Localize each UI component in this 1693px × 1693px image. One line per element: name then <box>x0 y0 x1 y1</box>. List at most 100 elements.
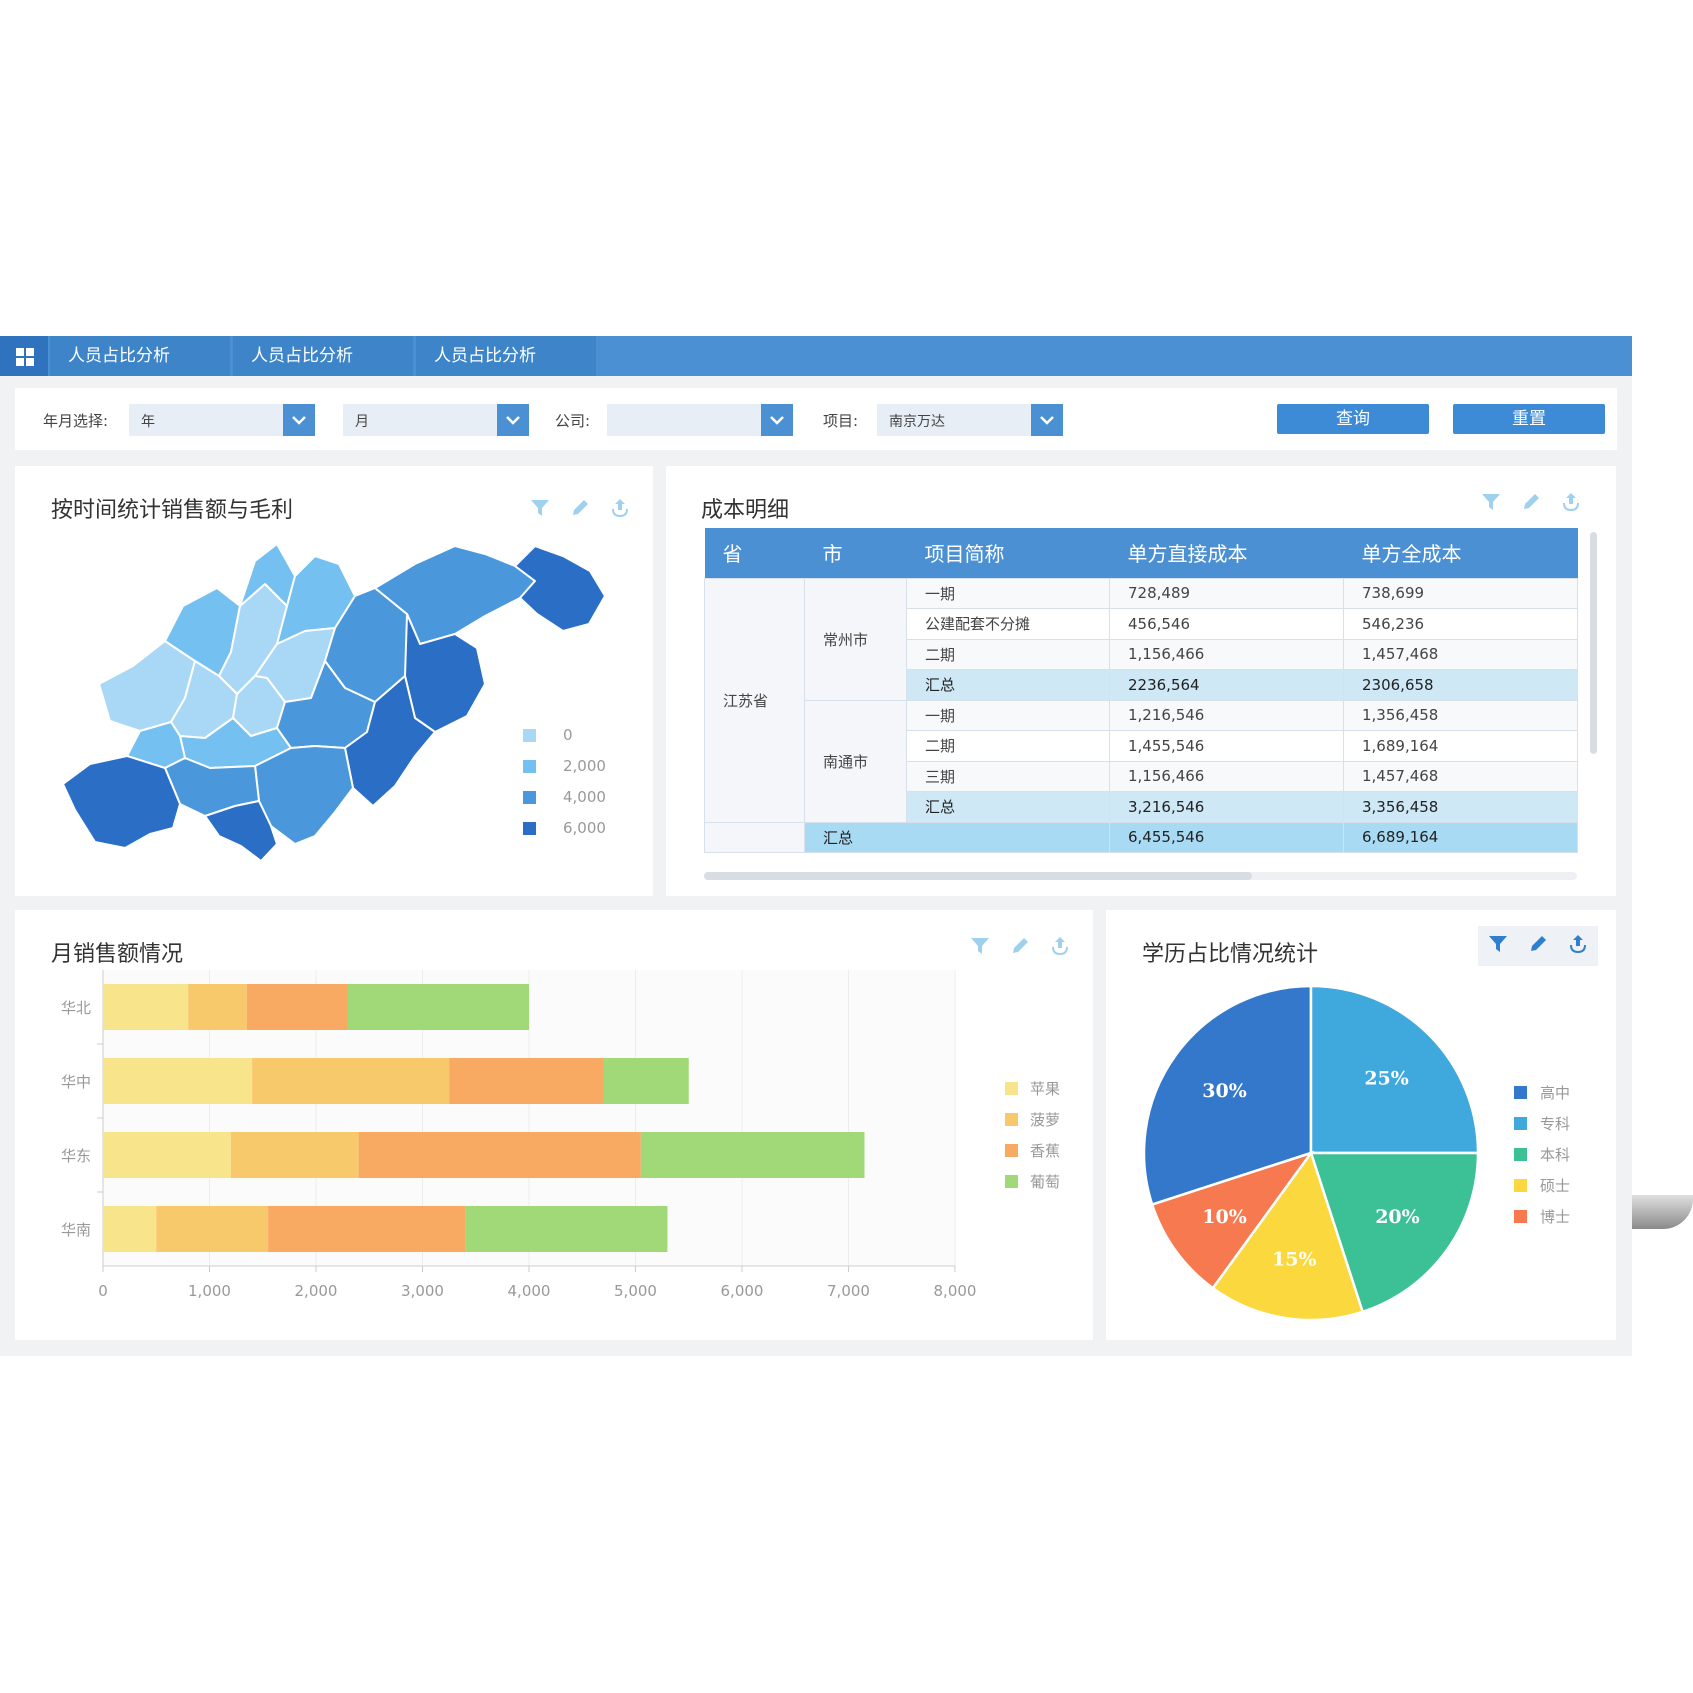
education-panel-title: 学历占比情况统计 <box>1142 942 1319 967</box>
full-cost-cell: 1,457,468 <box>1343 638 1578 670</box>
filter-icon[interactable] <box>1471 486 1511 522</box>
full-cost-cell: 1,356,458 <box>1343 699 1578 731</box>
column-header[interactable]: 单方直接成本 <box>1109 528 1344 578</box>
bar-segment <box>640 1132 865 1178</box>
legend-label: 葡萄 <box>1030 1173 1060 1191</box>
legend-swatch <box>1005 1082 1018 1095</box>
table-row[interactable]: 二期 1,156,466 1,457,468 <box>705 638 1578 670</box>
pie-slice <box>1142 984 1313 1207</box>
total-label-cell: 汇总 <box>804 821 1110 853</box>
bar-segment <box>103 984 189 1030</box>
legend-label: 菠萝 <box>1030 1111 1060 1129</box>
direct-cost-cell: 6,455,546 <box>1109 821 1344 853</box>
full-cost-cell: 2306,658 <box>1343 669 1578 701</box>
map-region <box>62 755 181 849</box>
edit-icon[interactable] <box>1511 486 1551 522</box>
legend-label: 香蕉 <box>1030 1142 1060 1160</box>
table-row[interactable]: 江苏省 常州市 一期 728,489 738,699 <box>704 577 1578 823</box>
reset-button[interactable]: 重置 <box>1453 404 1605 434</box>
chevron-down-icon[interactable] <box>283 404 315 436</box>
bar-segment <box>252 1058 450 1104</box>
column-header[interactable]: 项目简称 <box>906 528 1110 578</box>
legend-swatch <box>1005 1144 1018 1157</box>
sales-panel-toolbar <box>960 930 1080 962</box>
chevron-down-icon[interactable] <box>761 404 793 436</box>
bar-segment <box>449 1058 604 1104</box>
direct-cost-cell: 2236,564 <box>1109 669 1344 701</box>
pie-slice <box>1211 1150 1365 1322</box>
table-row[interactable]: 公建配套不分摊 456,546 546,236 <box>705 608 1578 640</box>
column-header[interactable]: 市 <box>804 528 907 578</box>
company-label: 公司: <box>555 412 591 430</box>
item-cell: 汇总 <box>906 791 1110 823</box>
edit-icon[interactable] <box>1518 928 1558 964</box>
map-region <box>514 545 606 632</box>
year-select-value: 年 <box>141 414 155 430</box>
full-cost-cell: 6,689,164 <box>1343 821 1578 853</box>
x-tick-label: 3,000 <box>401 1282 444 1300</box>
column-header[interactable]: 省 <box>704 528 805 578</box>
export-icon[interactable] <box>600 492 640 528</box>
legend-swatch <box>523 822 536 835</box>
education-panel: 学历占比情况统计 30% 25% 20% 15% 10% 高中 专科 本科 硕士 博士 <box>1106 910 1616 1340</box>
x-tick-label: 0 <box>98 1282 108 1300</box>
legend-swatch <box>1514 1148 1527 1161</box>
cost-detail-panel: 成本明细 省 市 项目简称 单方直接成本 单方全成本 江苏省 常州市 <box>666 466 1616 896</box>
edit-icon[interactable] <box>560 492 600 528</box>
table-row[interactable]: 三期 1,156,466 1,457,468 <box>705 760 1578 792</box>
map-region <box>204 800 278 862</box>
slice-label: 15% <box>1272 1249 1317 1271</box>
month-select-value: 月 <box>355 414 369 430</box>
column-header[interactable]: 单方全成本 <box>1343 528 1578 578</box>
tab-2[interactable]: 人员占比分析 <box>233 336 413 376</box>
map-panel: 按时间统计销售额与毛利 <box>15 466 653 896</box>
filter-icon[interactable] <box>520 492 560 528</box>
query-button[interactable]: 查询 <box>1277 404 1429 434</box>
bar-segment <box>358 1132 641 1178</box>
bar-segment <box>268 1206 466 1252</box>
legend-label: 苹果 <box>1030 1080 1060 1098</box>
apps-grid-icon[interactable] <box>0 336 48 376</box>
chevron-down-icon[interactable] <box>497 404 529 436</box>
item-cell: 一期 <box>906 577 1110 609</box>
month-select[interactable]: 月 <box>343 404 529 436</box>
export-icon[interactable] <box>1040 930 1080 966</box>
monthly-sales-panel: 月销售额情况 0 1,000 2,000 3,000 4,000 5,000 6,000 7,… <box>15 910 1093 1340</box>
tab-bar: 人员占比分析 人员占比分析 人员占比分析 <box>0 336 1632 376</box>
slice-label: 10% <box>1202 1206 1247 1228</box>
filter-icon[interactable] <box>960 930 1000 966</box>
subtotal-row[interactable]: 汇总 3,216,546 3,356,458 <box>705 791 1578 823</box>
legend-label: 高中 <box>1540 1084 1570 1102</box>
table-row[interactable]: 南通市 一期 1,216,546 1,356,458 <box>705 699 1578 823</box>
province-cell: 江苏省 <box>704 577 805 823</box>
bar-segment <box>465 1206 668 1252</box>
x-tick-label: 4,000 <box>508 1282 551 1300</box>
year-select[interactable]: 年 <box>129 404 315 436</box>
x-tick-label: 7,000 <box>827 1282 870 1300</box>
category-label: 华东 <box>61 1147 91 1165</box>
edit-icon[interactable] <box>1000 930 1040 966</box>
grand-total-row[interactable]: 汇总 6,455,546 6,689,164 <box>704 821 1578 853</box>
project-select[interactable]: 南京万达 <box>877 404 1063 436</box>
x-tick-label: 5,000 <box>614 1282 657 1300</box>
filter-icon[interactable] <box>1478 928 1518 964</box>
company-select[interactable] <box>607 404 793 436</box>
direct-cost-cell: 456,546 <box>1109 608 1344 640</box>
tab-1[interactable]: 人员占比分析 <box>50 336 230 376</box>
horizontal-scrollbar-thumb[interactable] <box>704 872 1252 880</box>
export-icon[interactable] <box>1551 486 1591 522</box>
legend-swatch <box>1005 1175 1018 1188</box>
export-icon[interactable] <box>1558 928 1598 964</box>
province-cell-continued <box>704 821 805 853</box>
legend-label: 专科 <box>1540 1115 1570 1133</box>
sales-panel-title: 月销售额情况 <box>51 942 184 967</box>
filter-bar: 年月选择: 年 月 公司: 项目: 南京万达 查询 重置 <box>15 388 1617 450</box>
table-row[interactable]: 二期 1,455,546 1,689,164 <box>705 730 1578 762</box>
chevron-down-icon[interactable] <box>1031 404 1063 436</box>
vertical-scrollbar[interactable] <box>1590 532 1597 754</box>
slice-label: 25% <box>1364 1067 1409 1089</box>
project-label: 项目: <box>823 412 859 430</box>
legend-swatch <box>1514 1086 1527 1099</box>
tab-3[interactable]: 人员占比分析 <box>416 336 596 376</box>
